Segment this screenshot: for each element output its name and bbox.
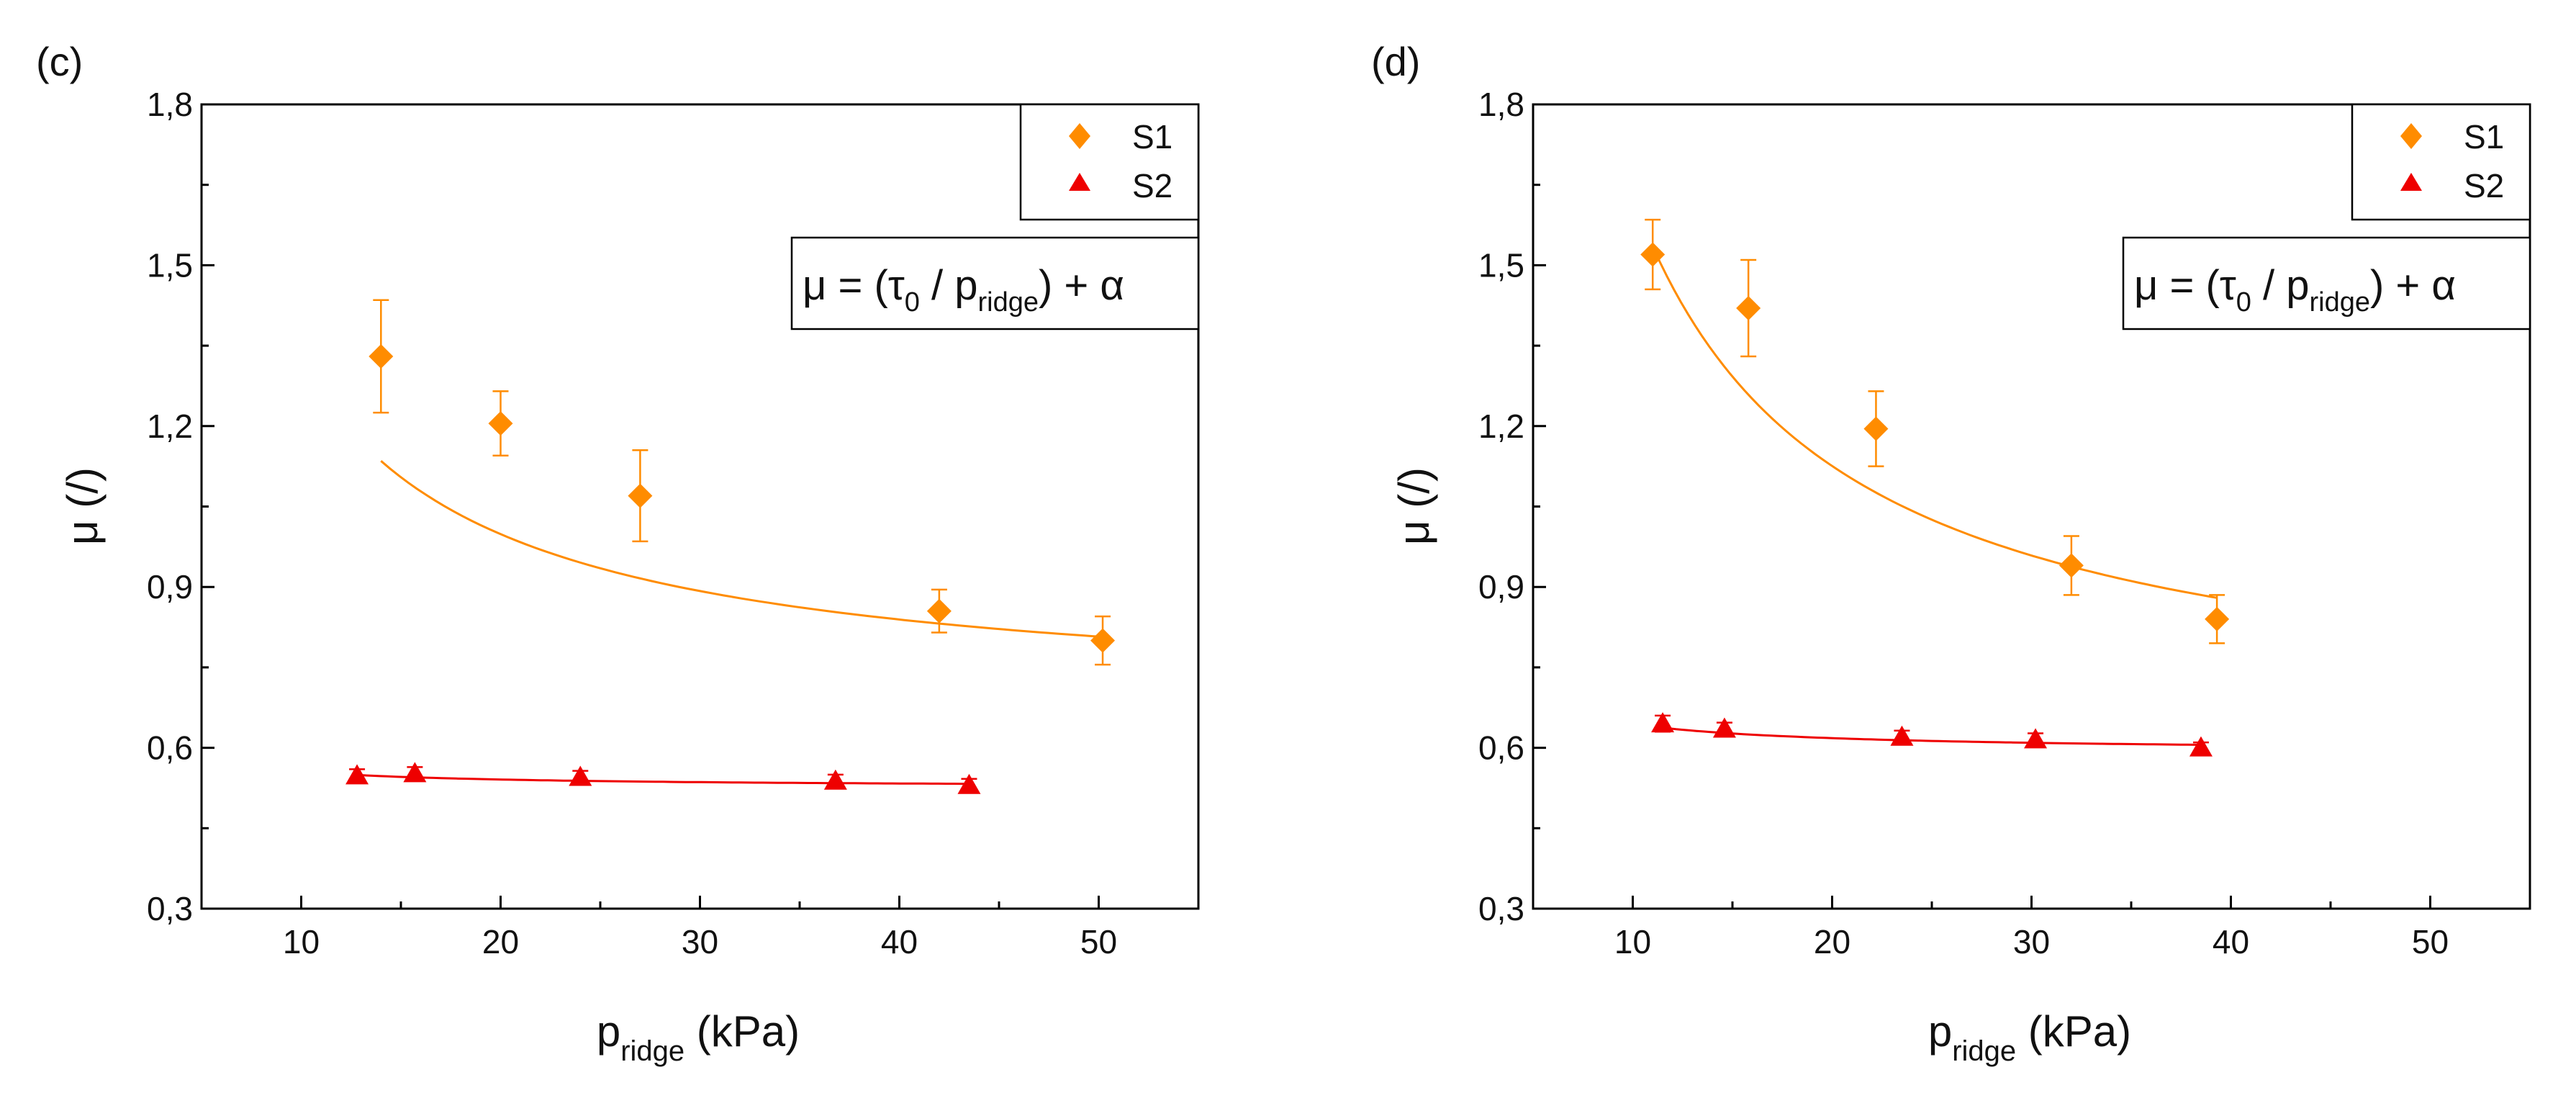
panel-label: (c) (36, 39, 83, 84)
chart-panel-c: (c) 10 20 30 40 50 0,3 0,6 0,9 1,2 1,5 1,8 μ (/) p… (36, 39, 1200, 1067)
legend-label-s1: S1 (2464, 118, 2504, 156)
fit-curve-s2 (1662, 726, 2201, 746)
data-point-s1 (926, 598, 952, 624)
data-points (1640, 218, 2230, 757)
chart-panel-d: (d) 10 20 30 40 50 0,3 0,6 0,9 1,2 1,5 1,8 μ (/) p… (1371, 39, 2531, 1067)
data-point-s2 (403, 762, 427, 783)
plot-area: 10 20 30 40 50 0,3 0,6 0,9 1,2 1,5 1,8 (147, 86, 1200, 960)
fit-curve-s2 (357, 773, 970, 786)
x-tick-label: 30 (682, 923, 718, 960)
legend: S1 S2 (2351, 103, 2531, 221)
legend-marker-s1 (2400, 123, 2422, 149)
data-point-s2 (1712, 717, 1736, 738)
data-point-s1 (488, 411, 513, 436)
x-tick-label: 40 (881, 923, 918, 960)
x-axis-label-main: p (597, 1007, 620, 1056)
y-tick-label: 0,9 (147, 568, 193, 606)
x-tick-label: 20 (482, 923, 519, 960)
formula-annotation: μ = (τ0 / pridge) + α (790, 236, 1200, 330)
data-point-s1 (2205, 606, 2230, 631)
data-point-s2 (569, 765, 592, 786)
x-tick-label: 50 (1080, 923, 1117, 960)
x-tick-label: 50 (2412, 923, 2449, 960)
x-axis-label-main: p (1928, 1007, 1952, 1056)
x-tick-label: 10 (283, 923, 320, 960)
y-axis-label: μ (/) (58, 467, 107, 545)
data-point-s1 (1090, 628, 1116, 653)
x-axis-label-unit: (kPa) (2016, 1007, 2131, 1056)
legend-box (2351, 103, 2531, 221)
y-tick-label: 0,9 (1478, 568, 1524, 606)
y-axis-title: μ (/) (58, 467, 107, 545)
x-axis-title: pridge (kPa) (597, 1007, 800, 1067)
y-tick-label: 1,2 (1478, 408, 1524, 445)
data-point-s2 (957, 773, 981, 794)
x-axis-label-sub: ridge (620, 1035, 684, 1067)
data-point-s2 (2189, 736, 2213, 757)
data-point-s1 (1863, 416, 1889, 441)
y-tick-label: 1,5 (147, 246, 193, 284)
y-tick-label: 1,8 (1478, 86, 1524, 123)
legend-marker-s2 (2400, 173, 2422, 191)
data-points (345, 299, 1116, 794)
data-point-s1 (628, 483, 653, 508)
y-tick-label: 1,8 (147, 86, 193, 123)
y-tick-label: 0,3 (1478, 890, 1524, 927)
y-axis-title: μ (/) (1390, 467, 1438, 545)
x-tick-label: 20 (1814, 923, 1850, 960)
panel-label: (d) (1371, 39, 1420, 84)
fit-curve-s1 (380, 460, 1103, 638)
x-tick-label: 40 (2213, 923, 2249, 960)
fit-curves (1651, 246, 2218, 746)
x-axis-title: pridge (kPa) (1928, 1007, 2131, 1067)
plot-area: 10 20 30 40 50 0,3 0,6 0,9 1,2 1,5 1,8 (1478, 86, 2531, 960)
x-tick-label: 30 (2013, 923, 2050, 960)
x-axis-label-sub: ridge (1952, 1035, 2016, 1067)
legend-box (1019, 103, 1200, 221)
formula-annotation: μ = (τ0 / pridge) + α (2122, 236, 2531, 330)
formula-text: μ = (τ0 / pridge) + α (2134, 262, 2456, 318)
y-tick-label: 0,6 (147, 729, 193, 767)
x-tick-label: 10 (1614, 923, 1651, 960)
data-point-s1 (2058, 553, 2084, 578)
legend-label-s1: S1 (1132, 118, 1172, 156)
legend-label-s2: S2 (2464, 167, 2504, 204)
formula-box (790, 236, 1200, 330)
data-point-s2 (1890, 725, 1914, 746)
formula-text: μ = (τ0 / pridge) + α (803, 262, 1124, 318)
y-tick-label: 1,2 (147, 408, 193, 445)
legend-marker-s2 (1069, 173, 1090, 191)
y-tick-label: 0,3 (147, 890, 193, 927)
data-point-s2 (1651, 712, 1675, 733)
data-point-s1 (1736, 295, 1761, 320)
formula-box (2122, 236, 2531, 330)
legend: S1 S2 (1019, 103, 1200, 221)
data-point-s1 (1640, 242, 1666, 267)
data-point-s2 (2024, 728, 2048, 749)
fit-curve-s1 (1651, 246, 2218, 599)
legend-marker-s1 (1069, 123, 1090, 149)
data-point-s2 (823, 769, 847, 790)
y-tick-label: 1,5 (1478, 246, 1524, 284)
data-point-s1 (369, 343, 394, 369)
legend-label-s2: S2 (1132, 167, 1172, 204)
y-tick-label: 0,6 (1478, 729, 1524, 767)
fit-curves (357, 460, 1103, 786)
ticks: 10 20 30 40 50 0,3 0,6 0,9 1,2 1,5 1,8 (1478, 86, 2531, 960)
y-axis-label: μ (/) (1390, 467, 1438, 545)
data-point-s2 (345, 764, 369, 785)
ticks: 10 20 30 40 50 0,3 0,6 0,9 1,2 1,5 1,8 (147, 86, 1200, 960)
x-axis-label-unit: (kPa) (684, 1007, 800, 1056)
